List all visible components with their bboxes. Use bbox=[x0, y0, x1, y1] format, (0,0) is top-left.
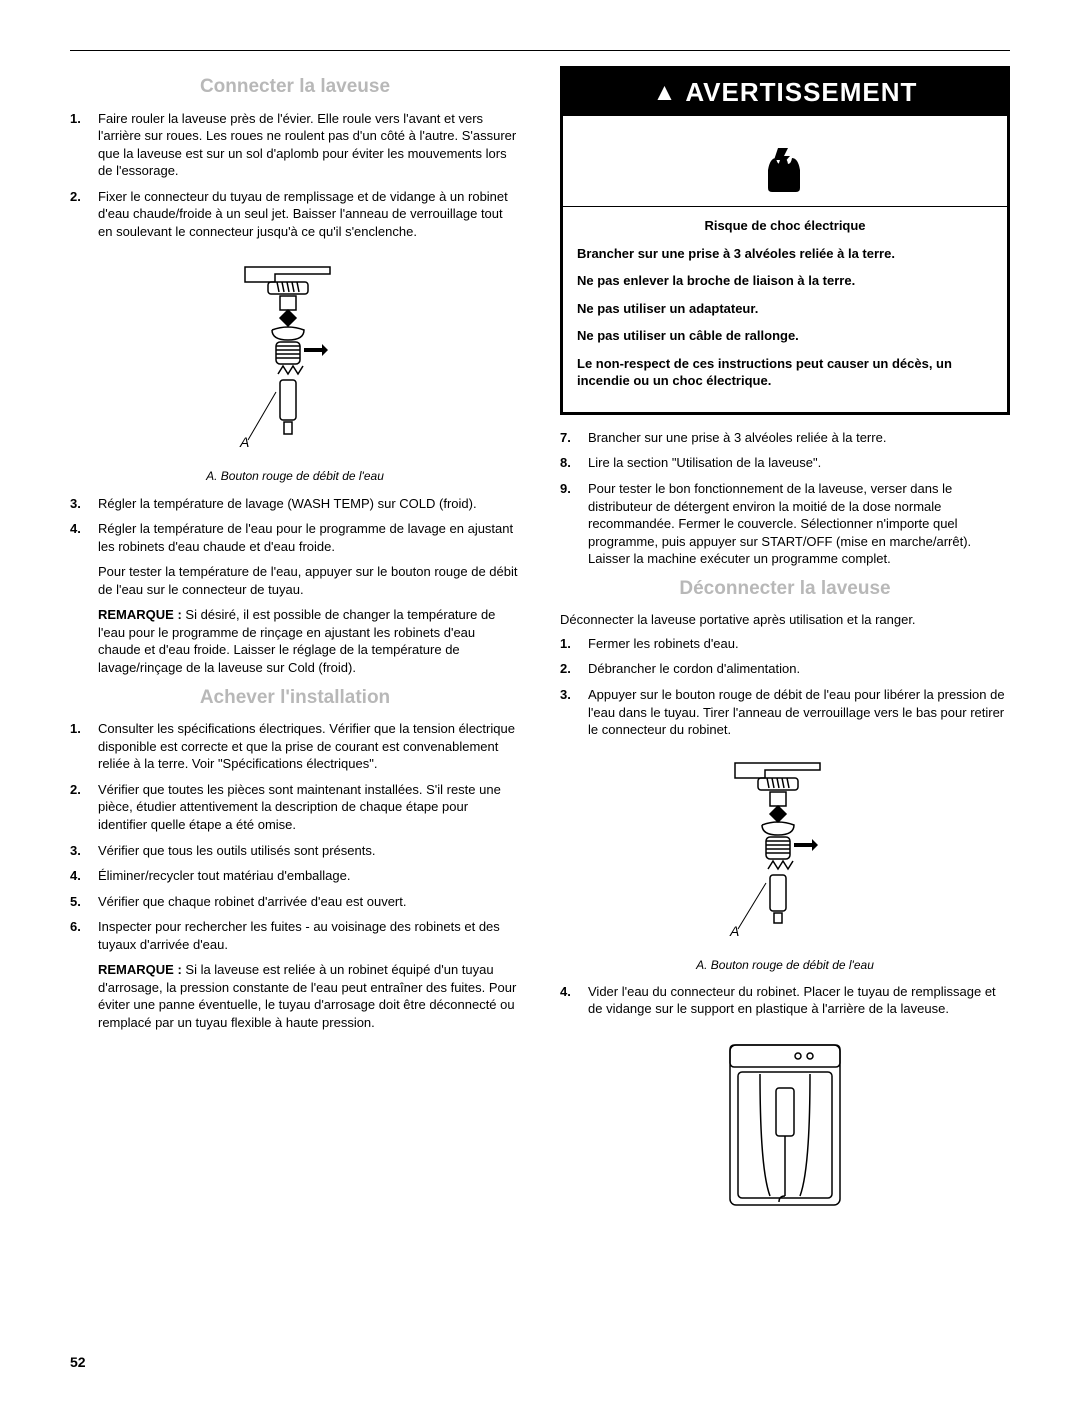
section-title-achever: Achever l'installation bbox=[70, 685, 520, 711]
deco-4: Vider l'eau du connecteur du robinet. Pl… bbox=[560, 983, 1010, 1018]
svg-text:A: A bbox=[239, 434, 249, 450]
achever-steps: Consulter les spécifications électriques… bbox=[70, 720, 520, 953]
step-4: Régler la température de l'eau pour le p… bbox=[70, 520, 520, 555]
faucet-connector-figure-1: A A. Bouton rouge de débit de l'eau bbox=[70, 252, 520, 484]
step-2: Fixer le connecteur du tuyau de rempliss… bbox=[70, 188, 520, 241]
svg-text:A: A bbox=[729, 923, 739, 939]
achever-5: Vérifier que chaque robinet d'arrivée d'… bbox=[70, 893, 520, 911]
washer-rear-figure bbox=[560, 1030, 1010, 1220]
warning-line-3: Ne pas utiliser un adaptateur. bbox=[577, 300, 993, 318]
section-title-connecter: Connecter la laveuse bbox=[70, 74, 520, 100]
deco-1: Fermer les robinets d'eau. bbox=[560, 635, 1010, 653]
warning-box: ▲ AVERTISSEMENT Risque de choc électriqu… bbox=[560, 66, 1010, 415]
left-column: Connecter la laveuse Faire rouler la lav… bbox=[70, 66, 520, 1230]
page-number: 52 bbox=[70, 1353, 86, 1372]
warning-line-4: Ne pas utiliser un câble de rallonge. bbox=[577, 327, 993, 345]
washer-rear-icon bbox=[700, 1030, 870, 1220]
warning-title: AVERTISSEMENT bbox=[685, 75, 917, 110]
deco-2: Débrancher le cordon d'alimentation. bbox=[560, 660, 1010, 678]
connecter-steps-1: Faire rouler la laveuse près de l'évier.… bbox=[70, 110, 520, 241]
remark-label: REMARQUE : bbox=[98, 607, 182, 622]
figure-caption-1: A. Bouton rouge de débit de l'eau bbox=[70, 468, 520, 484]
warning-line-2: Ne pas enlever la broche de liaison à la… bbox=[577, 272, 993, 290]
deco-3: Appuyer sur le bouton rouge de débit de … bbox=[560, 686, 1010, 739]
achever-4: Éliminer/recycler tout matériau d'emball… bbox=[70, 867, 520, 885]
right-column: ▲ AVERTISSEMENT Risque de choc électriqu… bbox=[560, 66, 1010, 1230]
achever-cont-steps: Brancher sur une prise à 3 alvéoles reli… bbox=[560, 429, 1010, 568]
step-1: Faire rouler la laveuse près de l'évier.… bbox=[70, 110, 520, 180]
test-temperature-note: Pour tester la température de l'eau, app… bbox=[70, 563, 520, 598]
achever-7: Brancher sur une prise à 3 alvéoles reli… bbox=[560, 429, 1010, 447]
warning-header: ▲ AVERTISSEMENT bbox=[563, 69, 1007, 116]
warning-line-5: Le non-respect de ces instructions peut … bbox=[577, 355, 993, 390]
connector-diagram-icon: A bbox=[210, 252, 380, 462]
deconnecter-steps: Fermer les robinets d'eau. Débrancher le… bbox=[560, 635, 1010, 739]
warning-line-1: Brancher sur une prise à 3 alvéoles reli… bbox=[577, 245, 993, 263]
section-title-deconnecter: Déconnecter la laveuse bbox=[560, 576, 1010, 602]
warning-icon-row bbox=[563, 116, 1007, 207]
shock-hand-icon bbox=[750, 126, 820, 196]
deconnecter-intro: Déconnecter la laveuse portative après u… bbox=[560, 611, 1010, 629]
warning-body: Risque de choc électrique Brancher sur u… bbox=[563, 207, 1007, 412]
figure-caption-2: A. Bouton rouge de débit de l'eau bbox=[560, 957, 1010, 973]
achever-1: Consulter les spécifications électriques… bbox=[70, 720, 520, 773]
remark-2: REMARQUE : Si la laveuse est reliée à un… bbox=[70, 961, 520, 1031]
warning-risk: Risque de choc électrique bbox=[577, 217, 993, 235]
faucet-connector-figure-2: A A. Bouton rouge de débit de l'eau bbox=[560, 751, 1010, 973]
achever-9: Pour tester le bon fonctionnement de la … bbox=[560, 480, 1010, 568]
connector-diagram-icon-2: A bbox=[700, 751, 870, 951]
achever-3: Vérifier que tous les outils utilisés so… bbox=[70, 842, 520, 860]
achever-8: Lire la section "Utilisation de la laveu… bbox=[560, 454, 1010, 472]
step-3: Régler la température de lavage (WASH TE… bbox=[70, 495, 520, 513]
deconnecter-steps-2: Vider l'eau du connecteur du robinet. Pl… bbox=[560, 983, 1010, 1018]
achever-6: Inspecter pour rechercher les fuites - a… bbox=[70, 918, 520, 953]
connecter-steps-2: Régler la température de lavage (WASH TE… bbox=[70, 495, 520, 556]
remark-label-2: REMARQUE : bbox=[98, 962, 182, 977]
achever-2: Vérifier que toutes les pièces sont main… bbox=[70, 781, 520, 834]
remark-1: REMARQUE : Si désiré, il est possible de… bbox=[70, 606, 520, 676]
warning-triangle-icon: ▲ bbox=[653, 81, 678, 105]
